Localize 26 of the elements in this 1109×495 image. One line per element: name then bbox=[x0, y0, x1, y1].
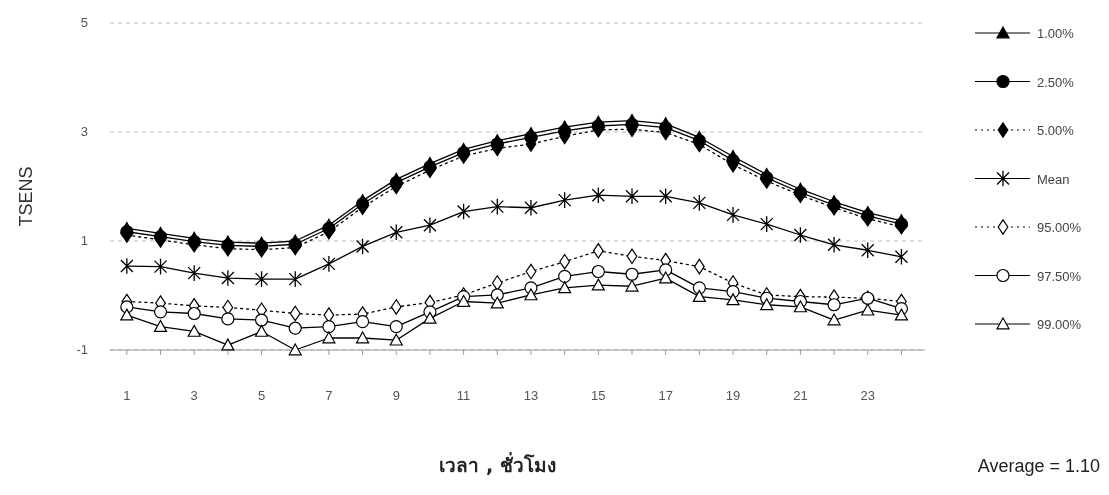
x-tick-label: 15 bbox=[591, 388, 606, 403]
x-tick-label: 1 bbox=[123, 388, 131, 403]
x-tick-label: 7 bbox=[325, 388, 333, 403]
legend-label: 2.50% bbox=[1037, 74, 1075, 90]
y-tick-label: 1 bbox=[80, 233, 88, 248]
x-tick-label: 17 bbox=[658, 388, 673, 403]
x-tick-label: 19 bbox=[725, 388, 741, 403]
legend-label: 95.00% bbox=[1037, 220, 1082, 235]
x-tick-label: 9 bbox=[392, 388, 400, 403]
legend-label: 97.50% bbox=[1037, 268, 1082, 284]
x-tick-label: 23 bbox=[860, 388, 875, 403]
y-tick-label: -1 bbox=[76, 342, 88, 357]
x-tick-label: 5 bbox=[257, 388, 266, 403]
x-tick-label: 11 bbox=[456, 388, 471, 403]
legend-label: 99.00% bbox=[1037, 317, 1082, 332]
x-tick-label: 3 bbox=[190, 388, 198, 403]
text: Average = 1.10 bbox=[977, 456, 1100, 476]
y-tick-label: 3 bbox=[80, 124, 88, 139]
y-axis-title: TSENS bbox=[16, 166, 36, 227]
x-axis-title: เวลา , ชั่วโมง bbox=[439, 452, 556, 476]
x-tick-label: 13 bbox=[523, 388, 539, 403]
legend-label: 5.00% bbox=[1037, 123, 1075, 138]
x-tick-label: 21 bbox=[793, 388, 808, 403]
legend-label: Mean bbox=[1037, 171, 1070, 187]
legend-label: 1.00% bbox=[1037, 26, 1075, 41]
y-tick-label: 5 bbox=[80, 15, 88, 30]
